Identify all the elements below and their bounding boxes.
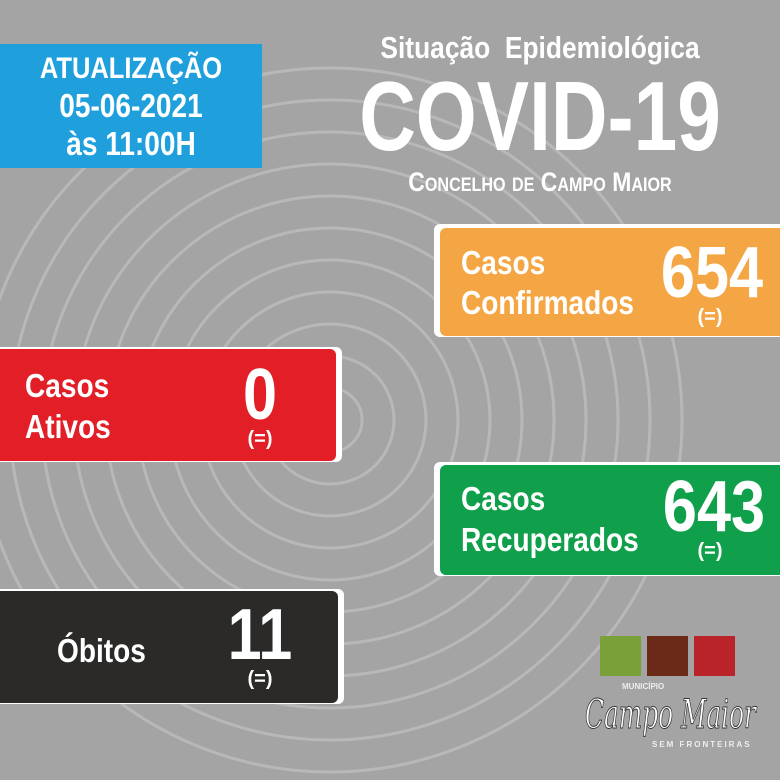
active-label-1: Casos xyxy=(25,367,110,404)
confirmed-label-1: Casos xyxy=(461,244,546,281)
recovered-change: (=) xyxy=(697,540,723,562)
header-region: Concelho de Campo Maior xyxy=(408,167,672,197)
update-label: Atualização xyxy=(39,52,223,85)
recovered-label-2: Recuperados xyxy=(461,521,639,558)
background-ring xyxy=(0,66,684,774)
recovered-label-1: Casos xyxy=(461,480,546,517)
logo-tagline: Sem Fronteiras xyxy=(652,740,752,749)
active-change: (=) xyxy=(247,428,273,450)
page-title: COVID-19 xyxy=(359,61,721,171)
confirmed-value: 654 xyxy=(660,233,764,313)
update-date: 05-06-2021 xyxy=(59,87,203,124)
active-label-2: Ativos xyxy=(25,408,111,445)
recovered-card-fill xyxy=(440,465,780,575)
update-box xyxy=(0,44,262,168)
recovered-value: 643 xyxy=(662,467,766,547)
confirmed-card-fill xyxy=(440,228,780,336)
update-time: às 11:00H xyxy=(66,125,196,162)
deaths-label: Óbitos xyxy=(57,632,146,669)
logo-flower-tile xyxy=(694,636,735,676)
logo-name: Campo Maior xyxy=(585,692,756,738)
logo-coffee-tile xyxy=(647,636,688,676)
header-subtitle: Situação Epidemiológica xyxy=(380,30,700,65)
confirmed-change: (=) xyxy=(697,306,723,328)
deaths-change: (=) xyxy=(247,668,273,690)
active-card-fill xyxy=(0,349,336,461)
deaths-card-fill xyxy=(0,591,338,703)
confirmed-label-2: Confirmados xyxy=(461,284,634,321)
logo-top-text: Município xyxy=(622,682,665,691)
logo-olive-tile xyxy=(600,636,641,676)
active-value: 0 xyxy=(242,355,278,435)
municipality-logo xyxy=(600,636,740,678)
deaths-value: 11 xyxy=(227,595,293,675)
